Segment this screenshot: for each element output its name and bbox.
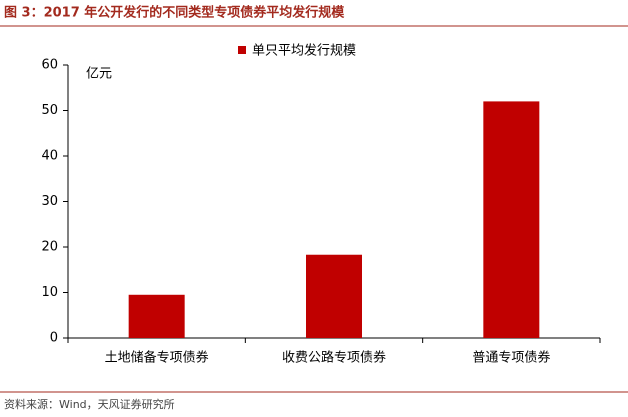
x-tick-label: 普通专项债券: [472, 350, 550, 366]
y-tick-label: 30: [41, 194, 58, 209]
y-tick-label: 50: [41, 103, 58, 118]
chart-title: 图 3：2017 年公开发行的不同类型专项债券平均发行规模: [4, 5, 345, 21]
bar: [128, 294, 185, 338]
bar: [483, 101, 540, 339]
y-tick-label: 40: [41, 149, 58, 164]
y-tick-label: 0: [50, 331, 58, 346]
y-tick-label: 20: [41, 240, 58, 255]
y-tick-label: 60: [41, 58, 58, 73]
unit-label: 亿元: [86, 67, 112, 82]
legend-label: 单只平均发行规模: [252, 43, 356, 59]
y-tick-label: 10: [41, 285, 58, 300]
x-tick-label: 土地储备专项债券: [105, 350, 209, 366]
source: 资料来源：Wind，天风证券研究所: [4, 397, 175, 411]
x-tick-label: 收费公路专项债券: [282, 350, 386, 366]
legend-swatch: [238, 46, 246, 54]
bar: [306, 254, 362, 338]
